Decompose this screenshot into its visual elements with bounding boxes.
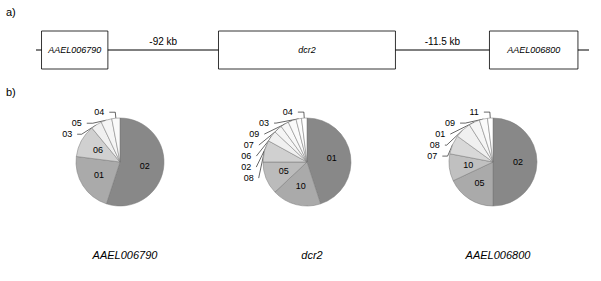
svg-text:05: 05: [72, 118, 82, 128]
svg-text:01: 01: [327, 153, 337, 163]
svg-text:06: 06: [93, 145, 103, 155]
svg-text:05: 05: [279, 166, 289, 176]
svg-text:AAEL006800: AAEL006800: [506, 45, 560, 55]
svg-text:02: 02: [241, 162, 251, 172]
svg-text:dcr2: dcr2: [301, 249, 322, 261]
svg-text:08: 08: [244, 173, 254, 183]
svg-text:b): b): [6, 86, 16, 98]
svg-text:04: 04: [94, 107, 104, 117]
svg-text:AAEL006800: AAEL006800: [465, 249, 532, 261]
svg-text:01: 01: [94, 170, 104, 180]
svg-text:AAEL006790: AAEL006790: [92, 249, 159, 261]
svg-text:02: 02: [513, 157, 523, 167]
svg-text:11: 11: [470, 107, 479, 117]
svg-text:10: 10: [463, 160, 473, 170]
svg-text:09: 09: [249, 129, 259, 139]
svg-text:09: 09: [445, 118, 455, 128]
svg-text:03: 03: [259, 118, 269, 128]
svg-text:05: 05: [475, 178, 485, 188]
svg-text:-92 kb: -92 kb: [149, 36, 177, 47]
svg-text:07: 07: [427, 151, 437, 161]
svg-text:02: 02: [140, 161, 150, 171]
svg-text:08: 08: [430, 140, 440, 150]
svg-text:07: 07: [244, 140, 254, 150]
svg-text:04: 04: [283, 107, 293, 117]
svg-text:01: 01: [435, 129, 445, 139]
svg-text:AAEL006790: AAEL006790: [47, 45, 101, 55]
svg-text:-11.5 kb: -11.5 kb: [425, 36, 461, 47]
svg-text:10: 10: [296, 181, 306, 191]
svg-text:a): a): [6, 6, 16, 18]
svg-text:03: 03: [62, 129, 72, 139]
svg-text:06: 06: [241, 151, 251, 161]
svg-text:dcr2: dcr2: [298, 45, 316, 55]
